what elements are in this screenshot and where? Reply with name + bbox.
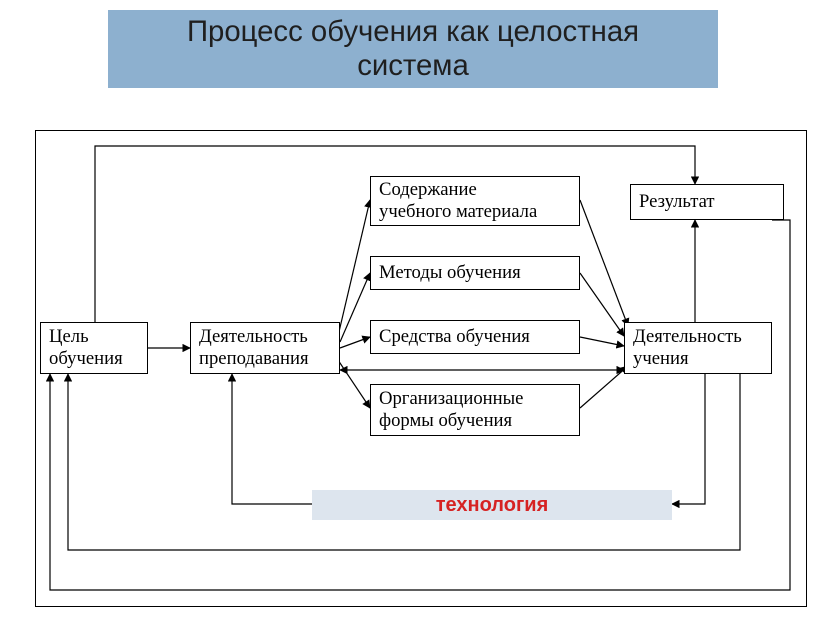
title-bar: Процесс обучения как целостная система — [108, 10, 718, 88]
diagram-canvas: Процесс обучения как целостная система Ц… — [0, 0, 831, 625]
node-teach: Деятельность преподавания — [190, 322, 340, 374]
node-means: Средства обучения — [370, 320, 580, 354]
technology-bar: технология — [312, 490, 672, 520]
node-content: Содержание учебного материала — [370, 176, 580, 226]
node-result: Результат — [630, 184, 784, 220]
node-methods: Методы обучения — [370, 256, 580, 290]
node-learn: Деятельность учения — [624, 322, 772, 374]
node-goal: Цель обучения — [40, 322, 148, 374]
node-forms: Организационные формы обучения — [370, 384, 580, 436]
